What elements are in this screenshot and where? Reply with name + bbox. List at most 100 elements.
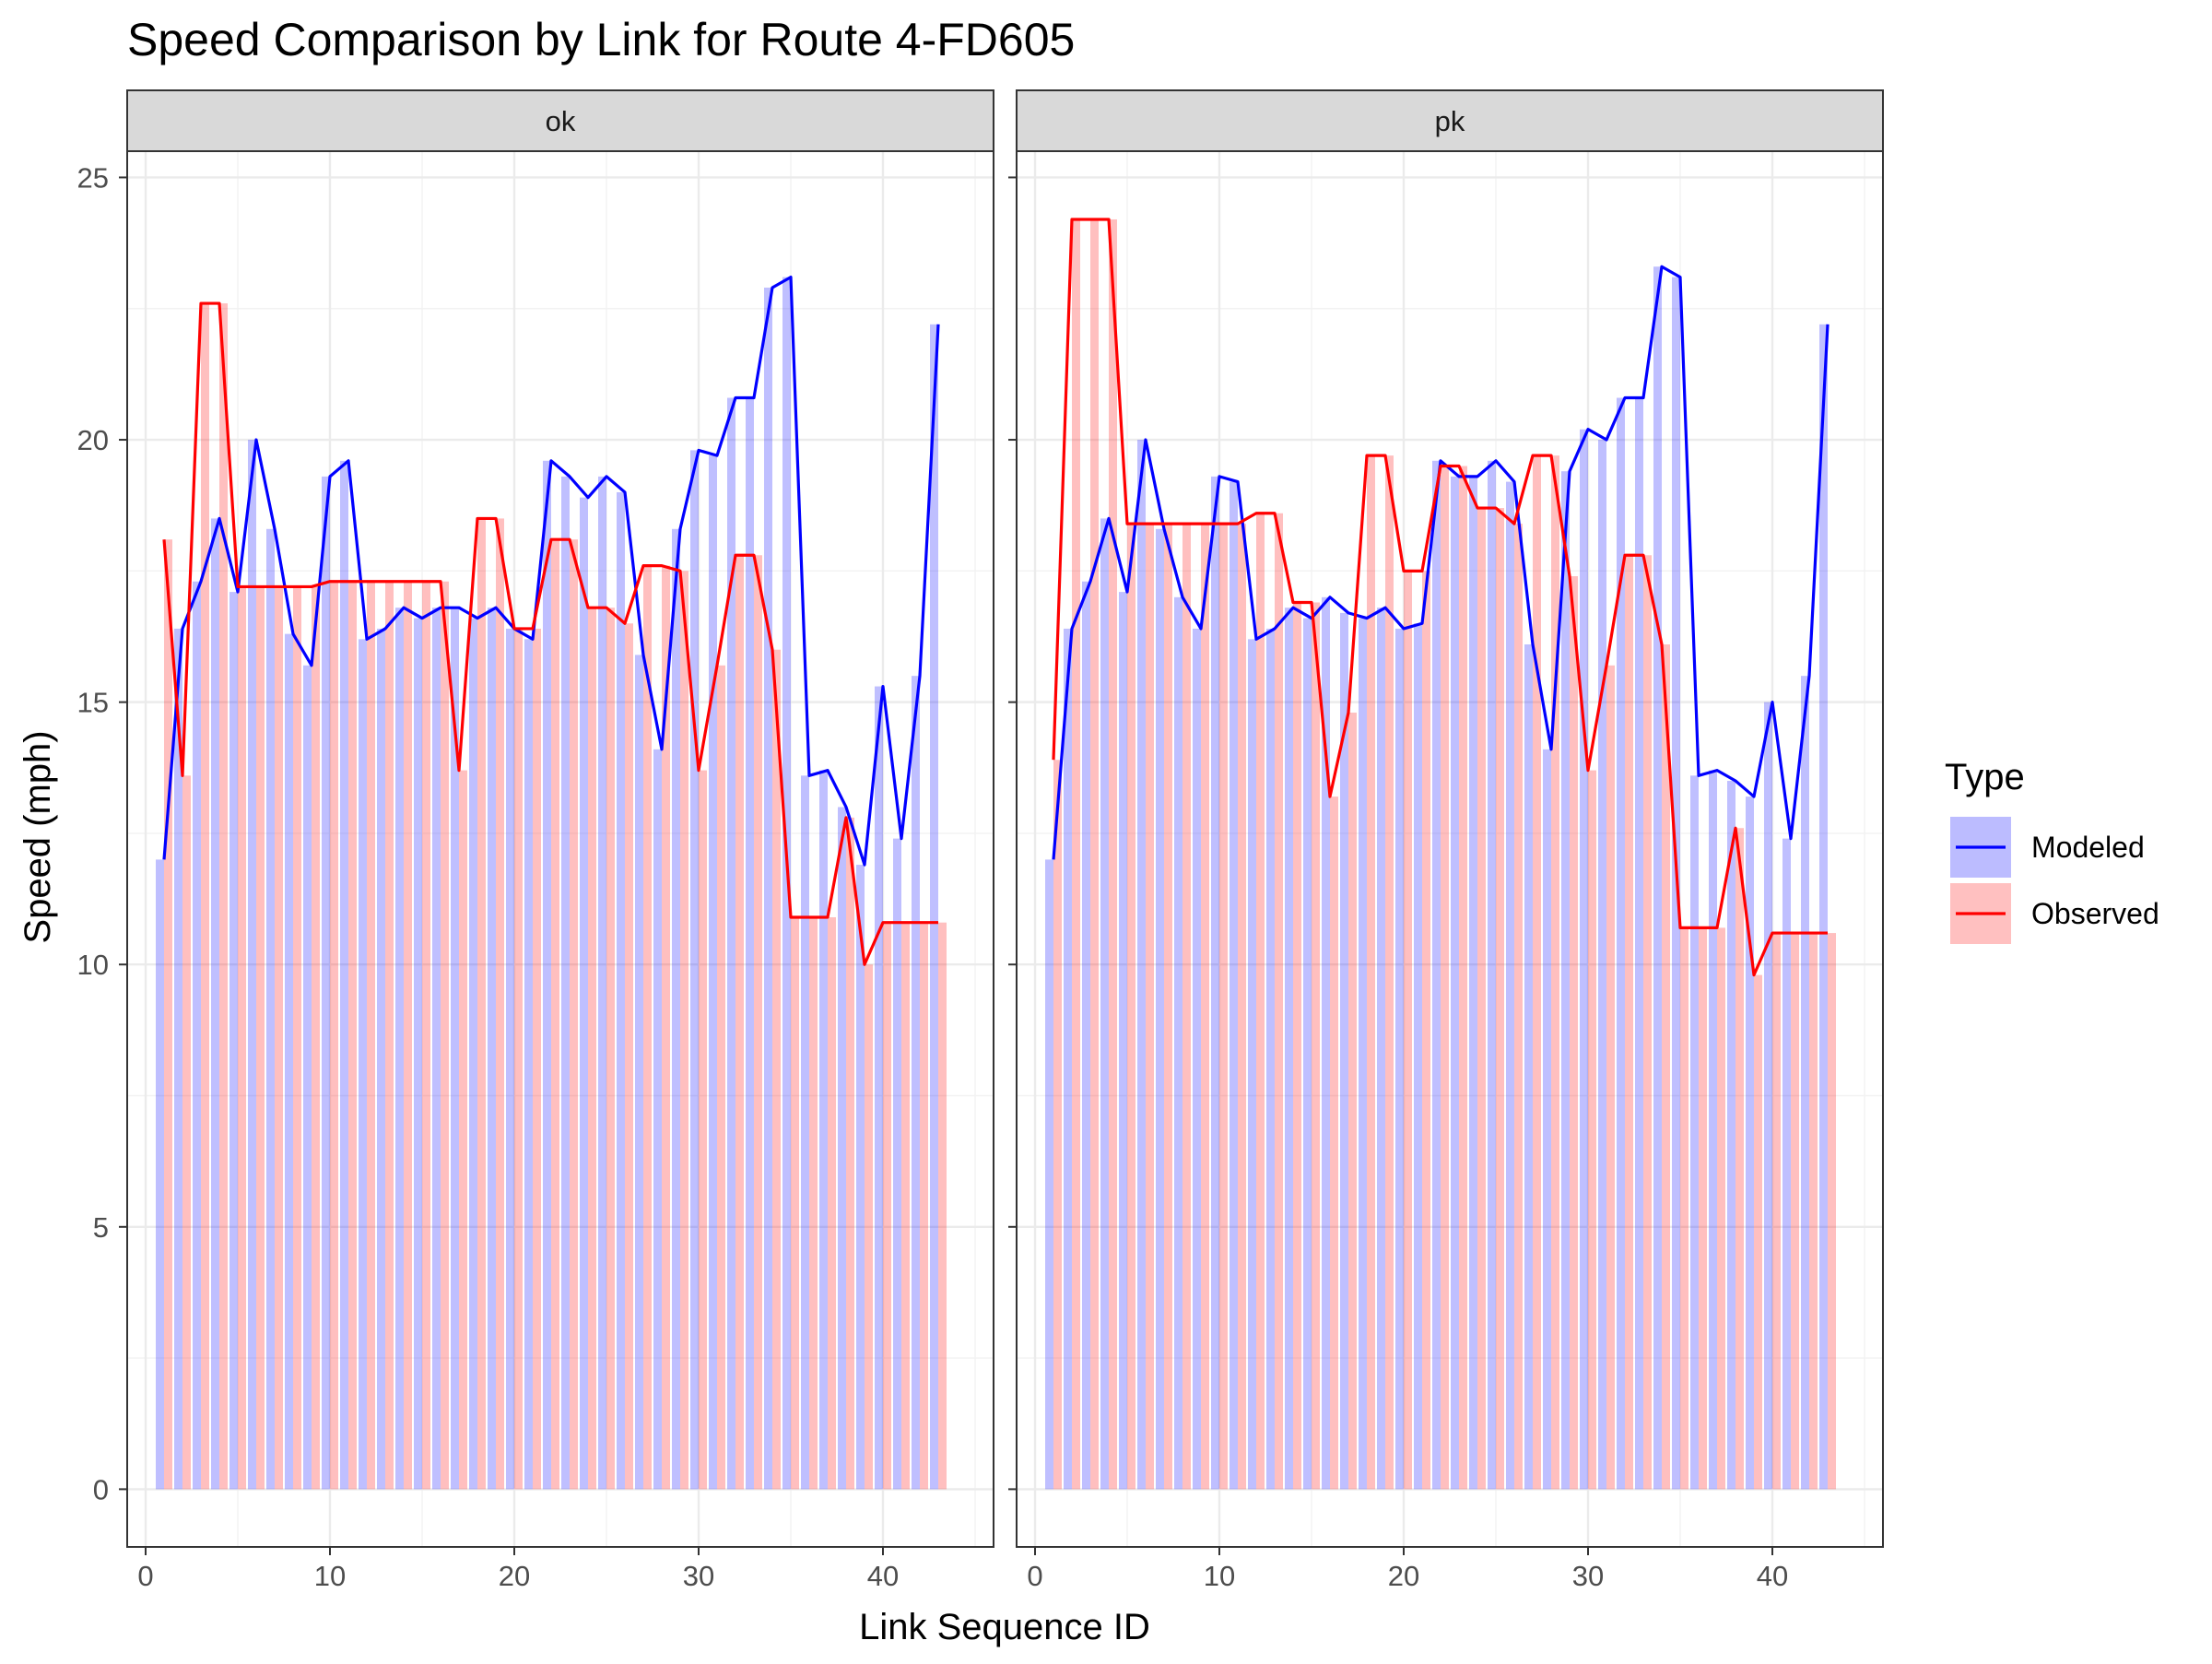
facet-panels: ok 0 10 20 30 40 0 5 10 15 20 25 pk 0 10 20 30 40 [77, 89, 1884, 1592]
x-tick-label: 40 [867, 1560, 899, 1592]
bar-observed [1256, 513, 1265, 1490]
bar-modeled [930, 324, 938, 1490]
bar-observed [772, 649, 781, 1490]
bar-modeled [1414, 623, 1422, 1490]
bar-observed [1146, 524, 1154, 1490]
bar-observed [1385, 455, 1394, 1490]
bar-modeled [709, 455, 717, 1490]
bar-observed [938, 922, 947, 1490]
bar-modeled [598, 476, 606, 1490]
x-axis: 0 10 20 30 40 [137, 1547, 899, 1592]
bar-modeled [248, 440, 256, 1490]
legend-entries: Modeled Observed [1950, 817, 2159, 944]
bar-observed [588, 608, 596, 1490]
bar-modeled [1819, 324, 1828, 1490]
bar-modeled [1230, 481, 1238, 1490]
bar-observed [1422, 571, 1430, 1490]
bar-modeled [1561, 471, 1570, 1490]
bar-modeled [1340, 612, 1348, 1490]
bar-observed [1735, 828, 1744, 1490]
bar-observed [330, 581, 338, 1490]
bar-modeled [819, 770, 828, 1490]
bar-observed [422, 581, 430, 1490]
bar-modeled [1322, 596, 1330, 1490]
bar-modeled [617, 491, 625, 1490]
bar-observed [1570, 576, 1578, 1490]
bar-observed [1090, 218, 1099, 1490]
bar-modeled [653, 749, 662, 1490]
series-lines [1052, 218, 1830, 977]
bar-modeled [1783, 838, 1791, 1490]
bar-observed [201, 303, 209, 1490]
bar-observed [901, 922, 910, 1490]
bar-observed [1053, 760, 1062, 1490]
bar-modeled [1617, 397, 1625, 1490]
y-tick-label: 10 [77, 949, 109, 981]
bar-observed [1072, 218, 1080, 1490]
bar-modeled [1709, 770, 1717, 1490]
bar-observed [662, 565, 670, 1490]
bar-observed [1625, 555, 1633, 1490]
bar-observed [404, 581, 412, 1490]
bar-modeled [1266, 628, 1275, 1490]
legend-label: Modeled [2031, 831, 2145, 864]
legend: Type Modeled Observed [1945, 757, 2159, 944]
bar-observed [1551, 455, 1559, 1490]
bar-observed [791, 916, 799, 1490]
bar-observed [164, 539, 172, 1490]
bar-observed [182, 775, 191, 1490]
y-tick-label: 20 [77, 424, 109, 456]
bar-observed [1441, 466, 1449, 1490]
bar-modeled [488, 608, 496, 1490]
bar-observed [1312, 602, 1320, 1490]
bar-modeled [340, 460, 348, 1490]
y-tick-label: 0 [93, 1473, 109, 1505]
x-tick-label: 40 [1757, 1560, 1788, 1592]
bar-modeled [893, 838, 901, 1490]
bar-observed [680, 571, 688, 1490]
facet-strip [126, 89, 994, 152]
bar-observed [1514, 524, 1523, 1490]
bar-observed [1699, 927, 1707, 1490]
x-tick-label: 20 [1388, 1560, 1419, 1592]
bar-observed [1791, 933, 1799, 1490]
bar-modeled [1395, 628, 1404, 1490]
panel-border [1016, 150, 1884, 1548]
bar-observed [1164, 524, 1172, 1490]
chart-title: Speed Comparison by Link for Route 4-FD6… [127, 14, 1075, 65]
bar-modeled [561, 476, 570, 1490]
bar-observed [1330, 797, 1338, 1490]
bar-observed [1293, 602, 1301, 1490]
x-tick-label: 20 [499, 1560, 530, 1592]
y-tick-label: 25 [77, 161, 109, 194]
bar-modeled [912, 676, 920, 1490]
x-tick-label: 10 [314, 1560, 346, 1592]
bar-modeled [1598, 440, 1606, 1490]
bar-modeled [1377, 608, 1385, 1490]
bar-modeled [377, 628, 385, 1490]
legend-entry-observed: Observed [1950, 883, 2159, 944]
bar-observed [1219, 524, 1228, 1490]
bar-modeled [469, 618, 477, 1490]
bar-modeled [1451, 476, 1459, 1490]
bar-observed [256, 586, 265, 1490]
bar-modeled [875, 686, 883, 1490]
bar-modeled [1064, 628, 1072, 1490]
bar-modeled [1174, 596, 1182, 1490]
legend-label: Observed [2031, 897, 2159, 930]
bar-modeled [1082, 581, 1090, 1490]
bar-observed [551, 539, 559, 1490]
bar-observed [1496, 508, 1504, 1490]
bar-modeled [285, 633, 293, 1490]
bar-modeled [1193, 628, 1201, 1490]
legend-entry-modeled: Modeled [1950, 817, 2145, 878]
bar-observed [717, 665, 725, 1490]
bar-observed [238, 586, 246, 1490]
x-axis: 0 10 20 30 40 [1027, 1547, 1788, 1592]
bar-modeled [1248, 639, 1256, 1490]
bar-modeled [451, 608, 459, 1490]
line-modeled [1052, 265, 1830, 860]
bar-observed [367, 581, 375, 1490]
bar-observed [1477, 508, 1486, 1490]
bar-modeled [764, 287, 772, 1490]
